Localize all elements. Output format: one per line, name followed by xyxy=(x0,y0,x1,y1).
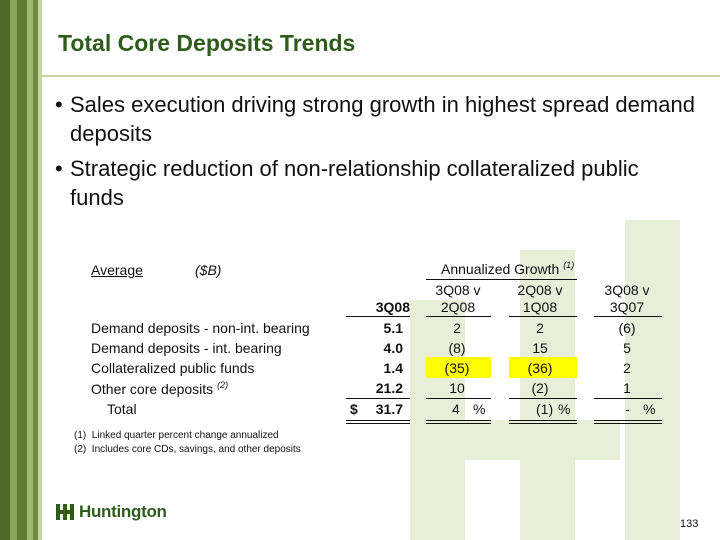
logo-text: Huntington xyxy=(79,502,167,521)
background-watermark xyxy=(625,220,680,540)
highlight-cell xyxy=(509,357,577,378)
column-underline xyxy=(346,316,410,317)
header-unit: ($B) xyxy=(195,262,222,278)
bullet-list: • Sales execution driving strong growth i… xyxy=(55,90,695,218)
row-label: Collateralized public funds xyxy=(91,360,255,376)
percent-sign: % xyxy=(558,401,571,417)
col-a-header: 2Q08 xyxy=(440,299,476,315)
header-group-label: Annualized Growth xyxy=(441,261,560,277)
col-a-header: 3Q08 v xyxy=(435,282,481,298)
double-underline xyxy=(346,420,410,421)
left-stripe xyxy=(17,0,27,540)
double-underline xyxy=(426,420,491,421)
row-growth-c: 1 xyxy=(623,380,631,396)
row-label: Other core deposits (2) xyxy=(91,380,228,397)
bullet-item: • Strategic reduction of non-relationship… xyxy=(55,154,695,212)
col-b-header: 1Q08 xyxy=(522,299,558,315)
row-value: 21.2 xyxy=(375,380,403,396)
footnote-text: Includes core CDs, savings, and other de… xyxy=(91,444,301,455)
bullet-item: • Sales execution driving strong growth i… xyxy=(55,90,695,148)
column-underline xyxy=(594,316,662,317)
row-value: 1.4 xyxy=(383,360,403,376)
page-number: 133 xyxy=(680,518,699,530)
column-underline xyxy=(426,398,491,399)
row-value: 4.0 xyxy=(383,340,403,356)
column-underline xyxy=(426,316,491,317)
row-value: 5.1 xyxy=(383,320,403,336)
double-underline xyxy=(594,420,662,421)
double-underline xyxy=(426,423,491,424)
row-growth-c: 2 xyxy=(623,360,631,376)
row-growth-b: (36) xyxy=(527,360,553,376)
title-divider xyxy=(42,75,720,77)
header-average: Average xyxy=(91,262,143,278)
double-underline xyxy=(594,423,662,424)
column-underline xyxy=(509,398,577,399)
row-growth-b: 2 xyxy=(536,320,544,336)
total-dollar: $ xyxy=(350,401,358,417)
highlight-cell xyxy=(426,357,491,378)
total-growth-b: (1) xyxy=(536,401,554,417)
left-stripe xyxy=(33,0,38,540)
total-label: Total xyxy=(107,401,137,417)
row-label: Demand deposits - int. bearing xyxy=(91,340,282,356)
total-growth-c: - xyxy=(625,401,630,417)
slide-title: Total Core Deposits Trends xyxy=(58,30,356,56)
column-underline xyxy=(509,316,577,317)
percent-sign: % xyxy=(643,401,656,417)
bullet-dot-icon: • xyxy=(55,156,63,181)
percent-sign: % xyxy=(473,401,486,417)
double-underline xyxy=(509,423,577,424)
row-growth-a: 2 xyxy=(453,320,461,336)
row-label: Demand deposits - non-int. bearing xyxy=(91,320,310,336)
bullet-text: Strategic reduction of non-relationship … xyxy=(70,156,639,210)
bullet-dot-icon: • xyxy=(55,92,63,117)
huntington-logo-icon xyxy=(56,504,74,520)
total-growth-a: 4 xyxy=(452,401,460,417)
footnote-number: (1) xyxy=(74,430,87,441)
header-annualized-growth: Annualized Growth (1) xyxy=(441,260,574,277)
huntington-logo: Huntington xyxy=(55,502,167,522)
left-stripe xyxy=(0,0,10,540)
double-underline xyxy=(346,423,410,424)
left-stripe xyxy=(27,0,33,540)
col-3q08-header: 3Q08 xyxy=(375,299,410,315)
header-underline xyxy=(426,279,577,280)
row-growth-a: (35) xyxy=(444,360,470,376)
left-stripe xyxy=(38,0,42,540)
row-growth-c: 5 xyxy=(623,340,631,356)
footnote-number: (2) xyxy=(74,444,87,455)
row-growth-c: (6) xyxy=(618,320,636,336)
background-watermark xyxy=(465,420,620,460)
row-growth-a: (8) xyxy=(448,340,466,356)
footnote: (1) Linked quarter percent change annual… xyxy=(74,430,279,441)
row-growth-b: 15 xyxy=(532,340,548,356)
footnote: (2) Includes core CDs, savings, and othe… xyxy=(74,444,301,455)
footnote-text: Linked quarter percent change annualized xyxy=(91,430,279,441)
col-c-header: 3Q08 v xyxy=(604,282,650,298)
row-label-text: Other core deposits xyxy=(91,381,214,397)
total-value: 31.7 xyxy=(375,401,403,417)
row-growth-b: (2) xyxy=(531,380,549,396)
footnote-ref: (1) xyxy=(563,260,575,270)
col-c-header: 3Q07 xyxy=(609,299,645,315)
footnote-ref: (2) xyxy=(217,380,229,390)
left-stripe xyxy=(10,0,17,540)
col-b-header: 2Q08 v xyxy=(517,282,563,298)
row-growth-a: 10 xyxy=(449,380,465,396)
double-underline xyxy=(509,420,577,421)
bullet-text: Sales execution driving strong growth in… xyxy=(70,92,695,146)
column-underline xyxy=(346,398,410,399)
column-underline xyxy=(594,398,662,399)
background-watermark xyxy=(520,250,575,540)
